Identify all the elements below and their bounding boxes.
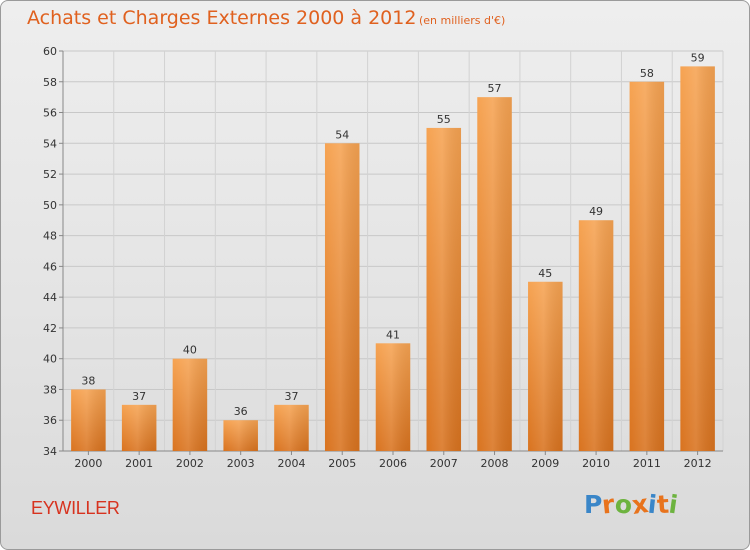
bar-shine-2002 — [172, 358, 208, 451]
grid-lines — [62, 50, 724, 452]
x-tick-label-2002: 2002 — [176, 457, 204, 470]
data-label-2012: 59 — [691, 51, 705, 64]
data-label-2005: 54 — [335, 128, 349, 141]
data-label-2000: 38 — [81, 374, 95, 387]
x-tick-label-2005: 2005 — [328, 457, 356, 470]
chart-title: Achats et Charges Externes 2000 à 2012 — [27, 7, 417, 29]
x-tick-label-2001: 2001 — [125, 457, 153, 470]
bar-shine-2007 — [426, 127, 462, 451]
data-label-2010: 49 — [589, 205, 603, 218]
bar-shine-2001 — [121, 404, 157, 451]
chart-subtitle: (en milliers d'€) — [419, 14, 506, 27]
y-tick-label: 38 — [43, 383, 57, 396]
data-label-2004: 37 — [284, 390, 298, 403]
x-tick-label-2004: 2004 — [277, 457, 305, 470]
x-tick-label-2011: 2011 — [633, 457, 661, 470]
data-label-2003: 36 — [234, 405, 248, 418]
data-label-2006: 41 — [386, 328, 400, 341]
y-tick-label: 40 — [43, 353, 57, 366]
y-tick-label: 54 — [43, 137, 57, 150]
x-tick-label-2008: 2008 — [481, 457, 509, 470]
bar-shine-2012 — [680, 66, 715, 451]
data-label-2011: 58 — [640, 67, 654, 80]
x-tick-label-2006: 2006 — [379, 457, 407, 470]
bar-shine-2005 — [324, 143, 360, 452]
x-tick-label-2007: 2007 — [430, 457, 458, 470]
bar-shine-2008 — [477, 97, 512, 452]
y-tick-label: 34 — [43, 445, 57, 458]
y-tick-label: 42 — [43, 322, 57, 335]
logo-letter: P — [584, 490, 603, 519]
data-label-2008: 57 — [488, 82, 502, 95]
y-tick-label: 46 — [43, 260, 57, 273]
x-tick-label-2010: 2010 — [582, 457, 610, 470]
proxiti-logo[interactable]: Proxiti — [584, 489, 679, 520]
data-label-2009: 45 — [538, 267, 552, 280]
y-tick-label: 50 — [43, 199, 57, 212]
x-tick-label-2003: 2003 — [227, 457, 255, 470]
y-tick-label: 44 — [43, 291, 57, 304]
x-tick-label-2000: 2000 — [74, 457, 102, 470]
location-name: EYWILLER — [31, 498, 120, 518]
y-tick-label: 56 — [43, 107, 57, 120]
bar-shine-2009 — [528, 281, 563, 451]
bar-shine-2011 — [629, 81, 665, 452]
data-label-2002: 40 — [183, 344, 197, 357]
bar-shine-2003 — [223, 420, 258, 451]
bar-shine-2004 — [274, 404, 309, 451]
data-label-2001: 37 — [132, 390, 146, 403]
y-tick-label: 48 — [43, 230, 57, 243]
data-label-2007: 55 — [437, 113, 451, 126]
tick-labels: 34 36 38 40 42 44 46 48 50 52 54 56 58 60 2000 2001 2002… — [43, 45, 712, 470]
bar-shine-2000 — [71, 389, 106, 451]
y-tick-label: 52 — [43, 168, 57, 181]
y-tick-label: 36 — [43, 414, 57, 427]
y-tick-label: 58 — [43, 76, 57, 89]
x-tick-label-2012: 2012 — [684, 457, 712, 470]
bar-shine-2010 — [578, 220, 614, 451]
data-labels: 38 37 40 36 37 54 41 55 57 45 49 58 59 — [81, 51, 704, 418]
bars — [71, 66, 715, 452]
x-tick-label-2009: 2009 — [531, 457, 559, 470]
bar-shine-2006 — [375, 343, 411, 451]
y-tick-label: 60 — [43, 45, 57, 58]
